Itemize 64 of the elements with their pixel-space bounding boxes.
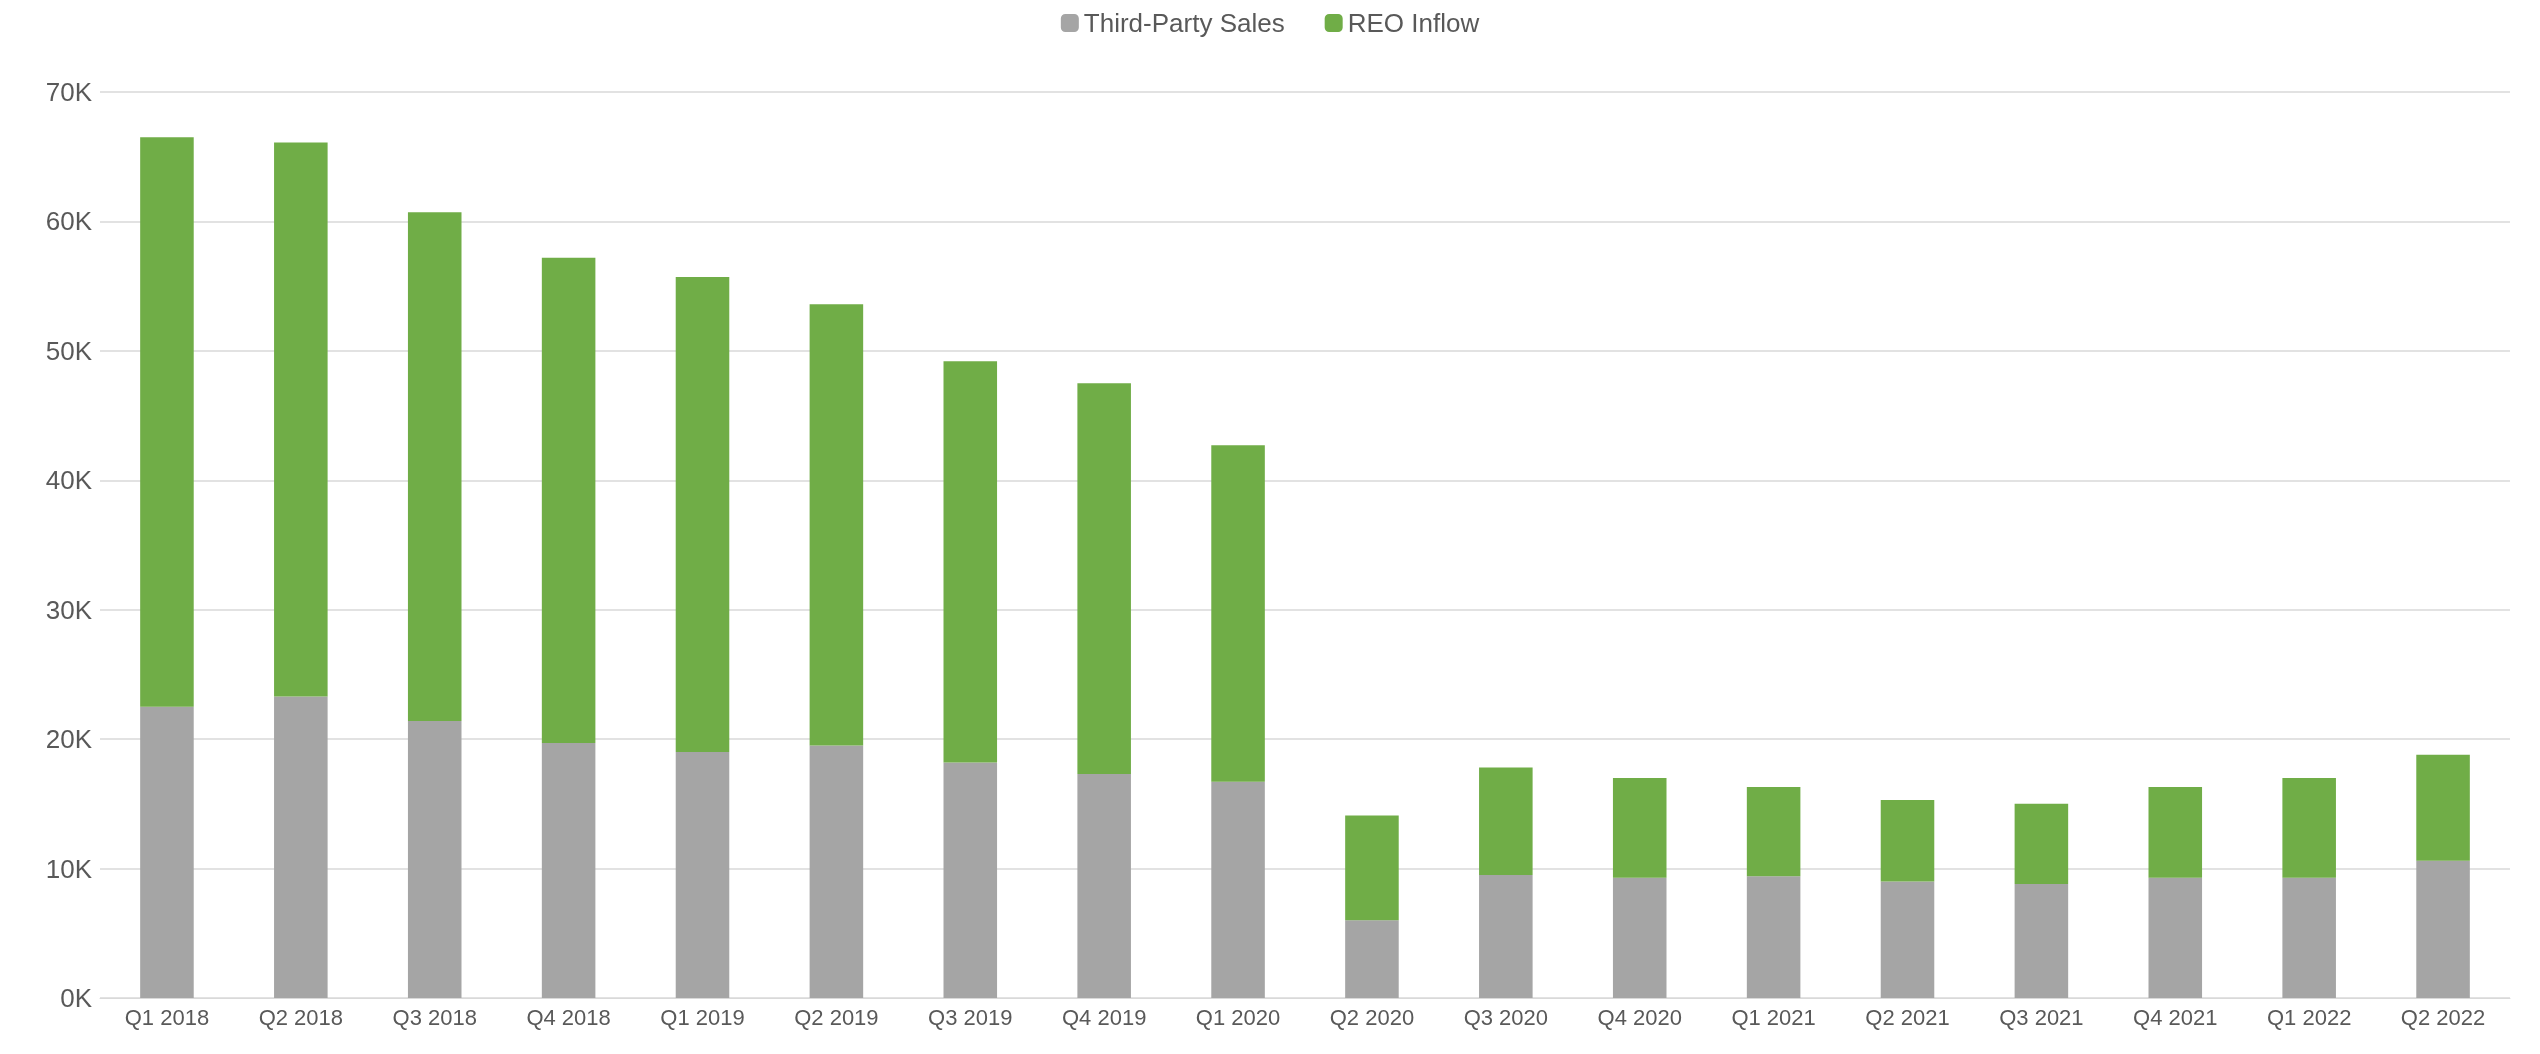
- x-tick-label: Q2 2018: [258, 1004, 344, 1030]
- bar: [274, 142, 328, 697]
- x-tick-label: Q1 2020: [1195, 1004, 1281, 1030]
- x-tick-label: Q2 2019: [794, 1004, 879, 1030]
- bar: [274, 696, 328, 998]
- y-tick-label: 10K: [45, 853, 93, 884]
- y-tick-label: 60K: [45, 206, 93, 237]
- bar: [809, 745, 864, 998]
- bar: [1479, 767, 1533, 876]
- y-tick-label: 70K: [45, 77, 93, 107]
- bar: [541, 257, 596, 744]
- legend-label: REO Inflow: [1347, 8, 1480, 38]
- bar: [140, 137, 194, 707]
- x-tick-label: Q3 2021: [1999, 1004, 2084, 1030]
- y-tick-label: 0K: [60, 983, 93, 1013]
- bar: [407, 212, 462, 722]
- bar: [1612, 777, 1667, 878]
- bar: [1077, 774, 1131, 998]
- bar: [2416, 754, 2470, 861]
- bar: [541, 743, 596, 998]
- bar: [1746, 876, 1801, 998]
- bar: [1479, 875, 1533, 998]
- x-tick-label: Q4 2018: [526, 1004, 611, 1030]
- bar: [1345, 920, 1399, 998]
- bar: [2148, 787, 2203, 878]
- y-tick-label: 20K: [45, 724, 93, 755]
- bar: [943, 361, 998, 763]
- bar: [1077, 383, 1131, 775]
- x-tick-label: Q1 2021: [1731, 1004, 1816, 1030]
- x-tick-label: Q3 2019: [928, 1004, 1013, 1030]
- bar: [1345, 815, 1399, 921]
- bar: [675, 752, 730, 998]
- x-tick-label: Q2 2020: [1329, 1004, 1415, 1030]
- x-tick-label: Q3 2018: [392, 1004, 477, 1030]
- bar: [809, 304, 864, 746]
- bar: [2148, 877, 2203, 998]
- bar: [1612, 877, 1667, 998]
- bar: [2014, 884, 2069, 998]
- x-tick-label: Q1 2018: [124, 1004, 210, 1030]
- x-tick-label: Q3 2020: [1463, 1004, 1549, 1030]
- y-tick-label: 50K: [45, 335, 93, 366]
- bar: [1880, 881, 1935, 998]
- bar: [1880, 799, 1935, 882]
- y-tick-label: 30K: [45, 594, 93, 625]
- x-tick-label: Q2 2022: [2400, 1004, 2486, 1030]
- bar: [140, 706, 194, 998]
- bar: [1211, 445, 1265, 782]
- bar: [943, 762, 998, 998]
- bar: [1211, 781, 1265, 998]
- legend-label: Third-Party Sales: [1083, 8, 1285, 38]
- x-tick-label: Q1 2022: [2266, 1004, 2352, 1030]
- x-tick-label: Q1 2019: [660, 1004, 745, 1030]
- y-tick-label: 40K: [45, 465, 93, 496]
- x-tick-label: Q4 2021: [2133, 1004, 2218, 1030]
- x-tick-label: Q4 2020: [1597, 1004, 1682, 1030]
- x-tick-label: Q4 2019: [1061, 1004, 1147, 1030]
- bar: [2014, 803, 2069, 885]
- bar: [2282, 877, 2336, 998]
- bar: [1746, 787, 1801, 877]
- bar: [2282, 777, 2336, 878]
- bar: [675, 277, 730, 753]
- bar: [407, 721, 462, 998]
- x-tick-label: Q2 2021: [1865, 1004, 1950, 1030]
- bar: [2416, 860, 2470, 998]
